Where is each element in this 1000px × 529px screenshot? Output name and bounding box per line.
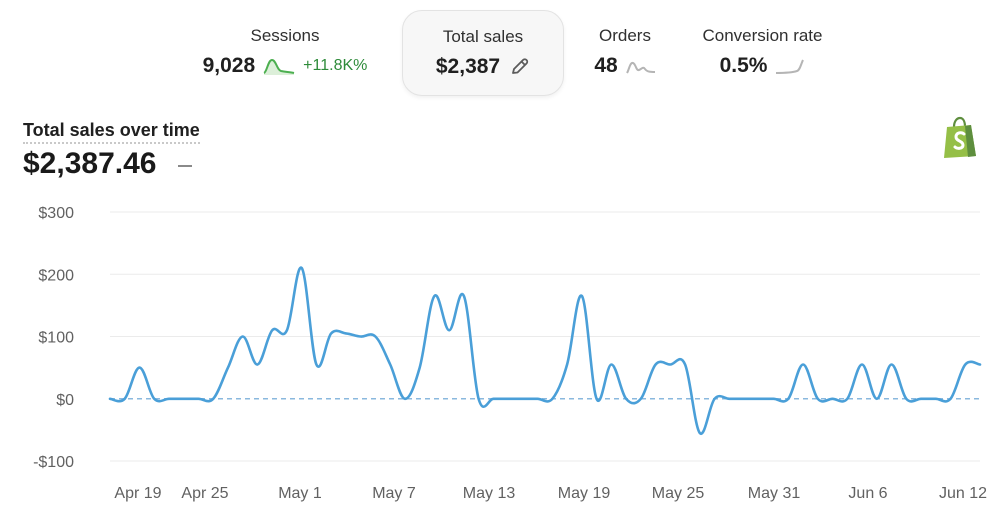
- data-point: [580, 294, 584, 298]
- chart-total-value: $2,387.46: [23, 147, 157, 180]
- comparison-dash: [178, 165, 192, 167]
- metrics-bar: Sessions 9,028 +11.8K% Total sales $2,38…: [0, 0, 1000, 100]
- metric-conversion[interactable]: Conversion rate 0.5%: [690, 10, 835, 94]
- data-point: [919, 397, 923, 401]
- data-point: [152, 397, 156, 401]
- x-tick-label: May 25: [652, 485, 705, 502]
- data-point: [668, 363, 672, 367]
- metric-conversion-value: 0.5%: [719, 54, 768, 77]
- data-point: [698, 431, 702, 435]
- data-point: [713, 397, 717, 401]
- data-point: [491, 397, 495, 401]
- metric-total-sales-label: Total sales: [442, 27, 524, 46]
- data-point: [123, 397, 127, 401]
- data-point: [550, 397, 554, 401]
- data-point: [624, 397, 628, 401]
- metric-total-sales[interactable]: Total sales $2,387: [402, 10, 564, 96]
- data-point: [226, 366, 230, 370]
- data-point: [211, 397, 215, 401]
- data-point: [373, 335, 377, 339]
- data-point: [285, 328, 289, 332]
- x-tick-label: Apr 25: [181, 485, 228, 502]
- data-point: [197, 397, 201, 401]
- data-point: [138, 366, 142, 370]
- data-point: [536, 397, 540, 401]
- metric-orders-label: Orders: [599, 26, 651, 45]
- data-point: [654, 363, 658, 367]
- pencil-icon[interactable]: [508, 56, 530, 78]
- data-point: [432, 294, 436, 298]
- metric-sessions-value: 9,028: [202, 54, 256, 77]
- sales-line-chart: $300 $200 $100 $0 -$100 Apr 19 Apr 25 May 1 May …: [33, 205, 987, 502]
- data-point: [477, 397, 481, 401]
- data-point: [978, 363, 982, 367]
- x-tick-label: May 19: [558, 485, 611, 502]
- data-point: [108, 397, 112, 401]
- sessions-sparkline: [263, 58, 295, 75]
- conversion-sparkline: [776, 59, 805, 74]
- metric-orders[interactable]: Orders 48: [580, 10, 670, 94]
- y-tick-label: -$100: [33, 454, 74, 471]
- y-tick-label: $100: [38, 330, 74, 347]
- x-tick-label: May 13: [463, 485, 516, 502]
- data-point: [949, 397, 953, 401]
- data-point: [506, 397, 510, 401]
- data-point: [182, 397, 186, 401]
- data-point: [521, 397, 525, 401]
- sales-series-line: [108, 266, 982, 435]
- metric-sessions-label: Sessions: [250, 26, 320, 45]
- data-point: [314, 363, 318, 367]
- data-point: [167, 397, 171, 401]
- data-point: [270, 328, 274, 332]
- data-point: [742, 397, 746, 401]
- y-tick-label: $300: [38, 205, 74, 222]
- data-point: [300, 266, 304, 270]
- data-point: [934, 397, 938, 401]
- data-point: [639, 397, 643, 401]
- data-point: [403, 397, 407, 401]
- metric-total-sales-value: $2,387: [435, 55, 501, 78]
- data-point: [609, 363, 613, 367]
- data-point: [757, 397, 761, 401]
- data-point: [683, 363, 687, 367]
- data-point: [831, 397, 835, 401]
- x-tick-label: May 1: [278, 485, 322, 502]
- x-tick-label: Jun 6: [848, 485, 887, 502]
- data-point: [344, 331, 348, 335]
- data-point: [786, 397, 790, 401]
- data-point: [565, 363, 569, 367]
- metric-sessions-delta: +11.8K%: [303, 57, 368, 74]
- x-tick-label: Apr 19: [114, 485, 161, 502]
- data-point: [256, 363, 260, 367]
- y-tick-label: $200: [38, 267, 74, 284]
- data-point: [388, 363, 392, 367]
- data-point: [890, 363, 894, 367]
- data-point: [801, 363, 805, 367]
- orders-sparkline: [625, 61, 655, 74]
- x-tick-label: May 7: [372, 485, 416, 502]
- data-point: [816, 397, 820, 401]
- data-point: [447, 328, 451, 332]
- data-point: [418, 366, 422, 370]
- data-point: [595, 397, 599, 401]
- metric-sessions[interactable]: Sessions 9,028 +11.8K%: [185, 10, 385, 94]
- data-point: [845, 397, 849, 401]
- data-point: [241, 335, 245, 339]
- x-tick-label: Jun 12: [939, 485, 987, 502]
- data-point: [462, 294, 466, 298]
- data-point: [860, 363, 864, 367]
- data-point: [904, 397, 908, 401]
- data-point: [329, 331, 333, 335]
- metric-conversion-label: Conversion rate: [702, 26, 823, 45]
- shopify-bag-icon: [944, 116, 976, 158]
- metric-orders-value: 48: [594, 54, 618, 77]
- data-point: [875, 397, 879, 401]
- data-point: [727, 397, 731, 401]
- y-tick-label: $0: [56, 392, 74, 409]
- data-point: [772, 397, 776, 401]
- x-tick-label: May 31: [748, 485, 801, 502]
- data-point: [963, 363, 967, 367]
- chart-title[interactable]: Total sales over time: [23, 120, 200, 144]
- data-point: [359, 335, 363, 339]
